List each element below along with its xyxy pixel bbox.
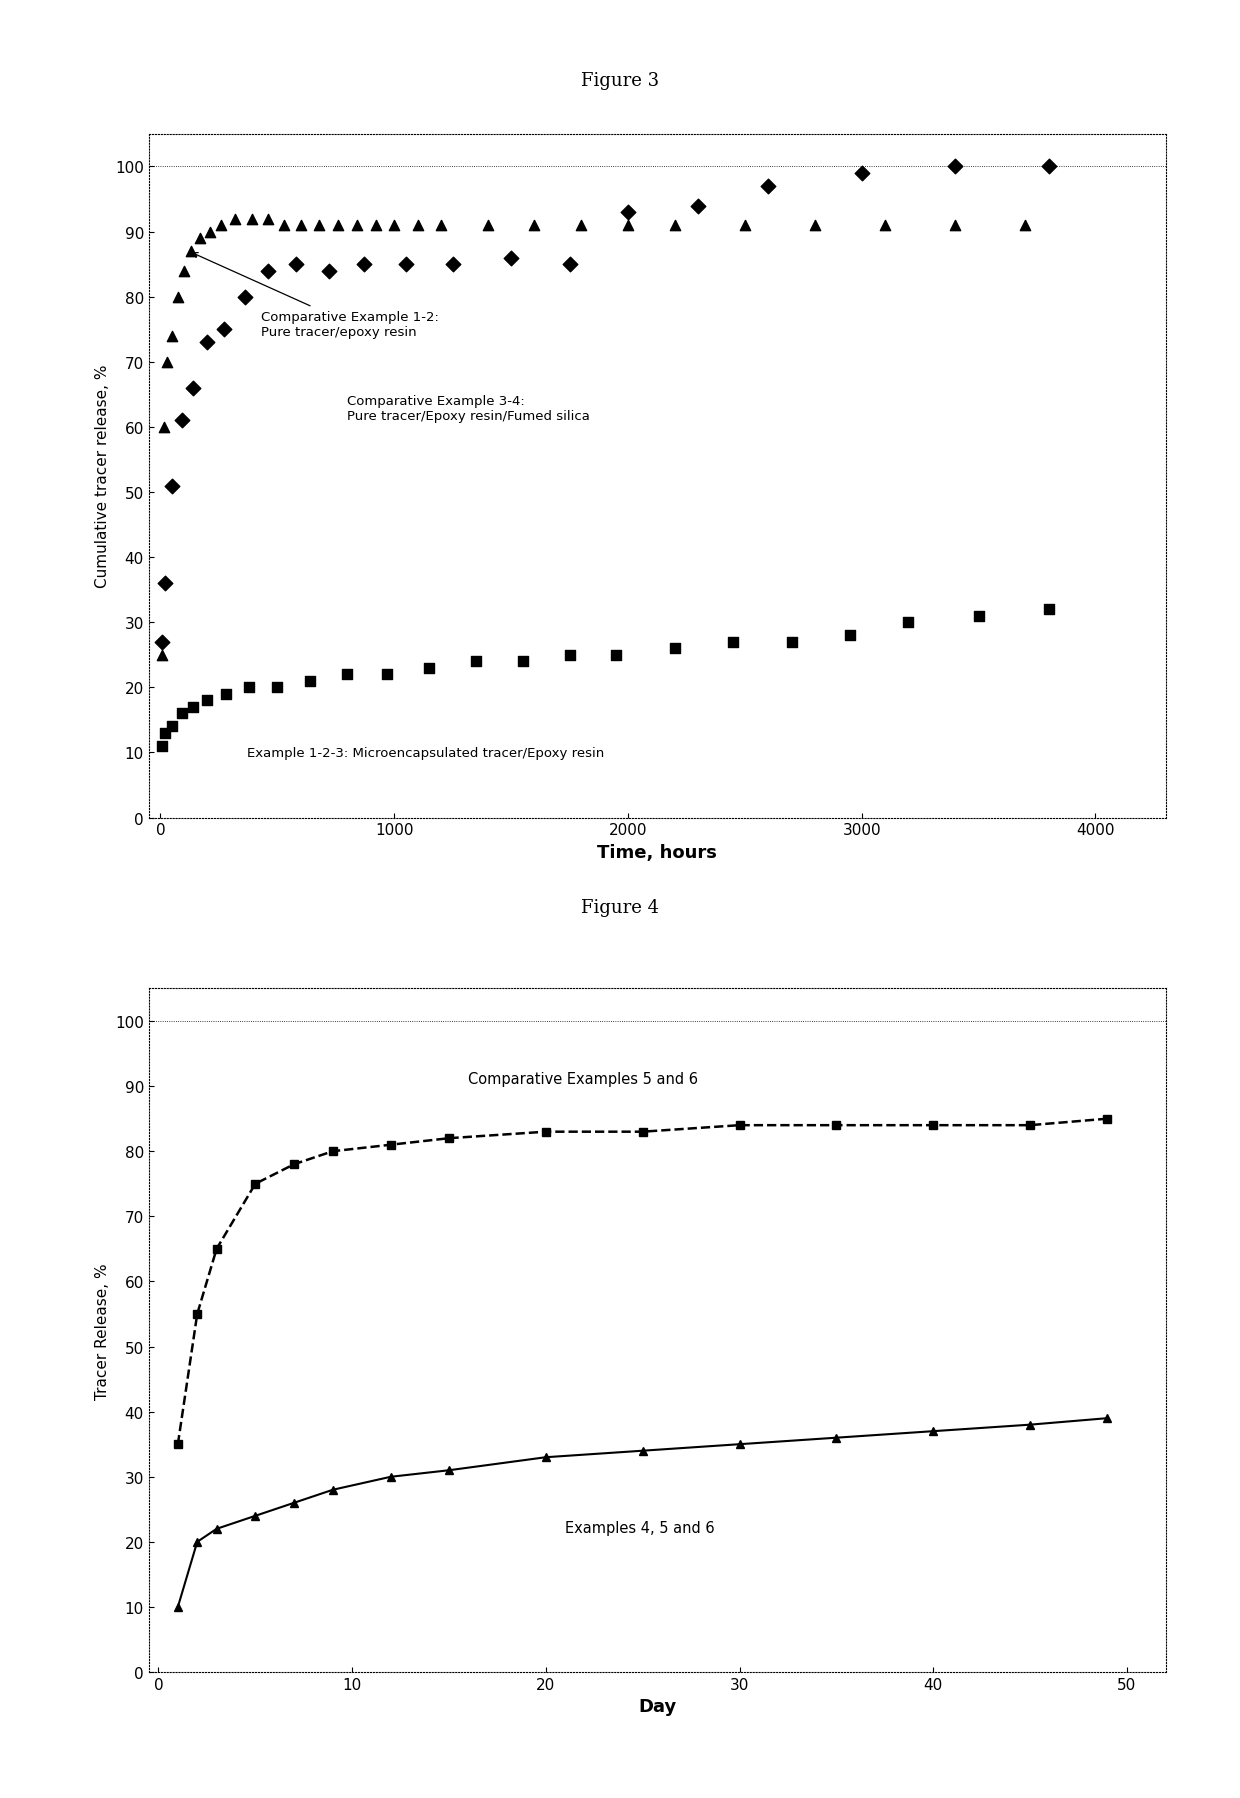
Point [337, 660, 357, 689]
Point [234, 282, 254, 311]
Point [466, 647, 486, 676]
Point [239, 674, 259, 703]
Point [171, 406, 191, 435]
Point [286, 250, 306, 279]
Point [200, 218, 219, 246]
Point [258, 257, 278, 286]
Point [968, 602, 988, 631]
Point [945, 212, 965, 241]
Point [396, 250, 415, 279]
Text: Example 1-2-3: Microencapsulated tracer/Epoxy resin: Example 1-2-3: Microencapsulated tracer/… [247, 746, 604, 759]
Point [477, 212, 497, 241]
Point [171, 699, 191, 728]
Point [1039, 153, 1059, 182]
Text: Figure 3: Figure 3 [580, 72, 660, 90]
Point [875, 212, 895, 241]
Point [384, 212, 404, 241]
Point [432, 212, 451, 241]
Text: Comparative Examples 5 and 6: Comparative Examples 5 and 6 [469, 1072, 698, 1086]
Point [211, 212, 231, 241]
Point [353, 250, 373, 279]
Point [618, 198, 637, 227]
Point [513, 647, 533, 676]
Point [151, 642, 171, 671]
Point [154, 414, 174, 442]
Point [688, 192, 708, 221]
Point [945, 153, 965, 182]
Point [226, 205, 246, 234]
Point [665, 635, 684, 663]
Y-axis label: Cumulative tracer release, %: Cumulative tracer release, % [94, 365, 109, 588]
Text: Figure 4: Figure 4 [582, 899, 658, 917]
Point [184, 692, 203, 721]
Point [157, 349, 177, 378]
Point [852, 160, 872, 189]
Point [151, 628, 171, 656]
Point [419, 654, 439, 683]
X-axis label: Day: Day [639, 1697, 676, 1715]
Point [572, 212, 591, 241]
Point [197, 329, 217, 358]
Point [169, 282, 188, 311]
Text: Comparative Example 3-4:
Pure tracer/Epoxy resin/Fumed silica: Comparative Example 3-4: Pure tracer/Epo… [347, 396, 590, 423]
Point [181, 237, 201, 266]
Point [155, 570, 175, 599]
Point [162, 712, 182, 741]
Point [525, 212, 544, 241]
Point [347, 212, 367, 241]
Point [184, 374, 203, 403]
Point [899, 608, 919, 636]
Point [155, 719, 175, 748]
Point [408, 212, 428, 241]
Point [723, 628, 743, 656]
Point [366, 212, 386, 241]
Text: Examples 4, 5 and 6: Examples 4, 5 and 6 [565, 1521, 714, 1535]
Point [216, 680, 236, 708]
Point [190, 225, 210, 254]
Y-axis label: Tracer Release, %: Tracer Release, % [94, 1262, 109, 1399]
Point [291, 212, 311, 241]
Point [242, 205, 262, 234]
Point [274, 212, 294, 241]
Point [559, 250, 579, 279]
Text: Comparative Example 1-2:
Pure tracer/epoxy resin: Comparative Example 1-2: Pure tracer/epo… [192, 254, 439, 338]
Point [805, 212, 825, 241]
Point [841, 622, 861, 651]
Point [759, 173, 779, 201]
Point [1039, 595, 1059, 624]
Point [329, 212, 348, 241]
Point [319, 257, 339, 286]
Point [1016, 212, 1035, 241]
X-axis label: Time, hours: Time, hours [598, 843, 717, 861]
Point [213, 316, 233, 345]
Point [559, 642, 579, 671]
Point [151, 732, 171, 761]
Point [310, 212, 330, 241]
Point [162, 322, 182, 351]
Point [258, 205, 278, 234]
Point [197, 687, 217, 716]
Point [162, 471, 182, 500]
Point [606, 642, 626, 671]
Point [268, 674, 288, 703]
Point [501, 245, 521, 273]
Point [735, 212, 755, 241]
Point [300, 667, 320, 696]
Point [618, 212, 637, 241]
Point [781, 628, 801, 656]
Point [665, 212, 684, 241]
Point [174, 257, 193, 286]
Point [377, 660, 397, 689]
Point [443, 250, 463, 279]
